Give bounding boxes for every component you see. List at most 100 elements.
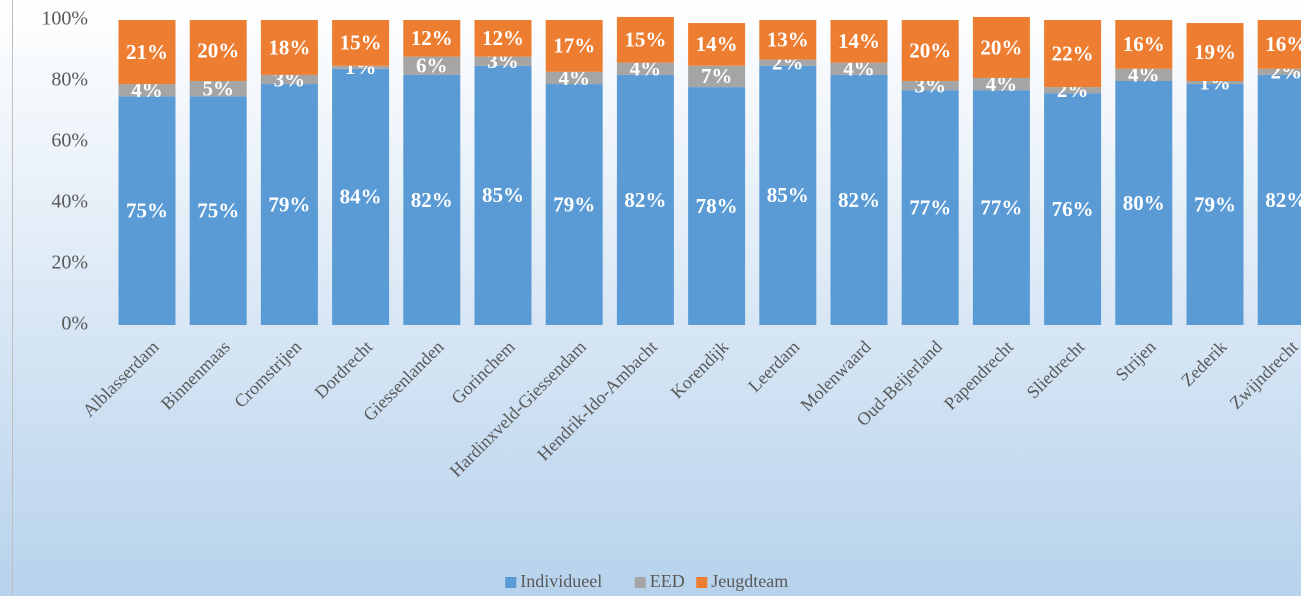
- bar-segment: [901, 90, 959, 326]
- legend-label: Individueel: [520, 571, 602, 591]
- y-tick-label: 80%: [51, 69, 88, 91]
- bar-segment: [688, 87, 746, 325]
- legend-label: Jeugdteam: [711, 571, 788, 591]
- data-label: 84%: [340, 185, 382, 209]
- bar-segment: [118, 96, 176, 325]
- bar-segment: [403, 20, 461, 57]
- data-label: 15%: [624, 28, 666, 52]
- data-label: 82%: [838, 188, 880, 212]
- data-label: 75%: [126, 198, 168, 222]
- bar-segment: [1115, 20, 1173, 69]
- data-label: 85%: [482, 183, 524, 207]
- data-label: 82%: [624, 188, 666, 212]
- bar-segment: [1186, 23, 1244, 81]
- data-label: 17%: [553, 34, 595, 58]
- data-label: 79%: [553, 192, 595, 216]
- bar-segment: [403, 74, 461, 326]
- bar-segment: [901, 20, 959, 81]
- bar-segment: [1257, 74, 1301, 326]
- bar-segment: [260, 84, 318, 325]
- legend-swatch: [505, 577, 517, 588]
- bar-segment: [759, 59, 817, 66]
- bar-segment: [616, 62, 674, 75]
- bar-segment: [1257, 20, 1301, 69]
- bar-segment: [901, 81, 959, 91]
- data-label: 20%: [197, 38, 239, 62]
- y-tick-label: 0%: [61, 313, 88, 335]
- legend-swatch: [634, 577, 646, 588]
- bar-segment: [616, 74, 674, 326]
- bar-segment: [1044, 93, 1102, 325]
- bar-segment: [474, 65, 532, 325]
- bar-segment: [474, 20, 532, 57]
- bar-segment: [1044, 87, 1102, 94]
- bar-segment: [1257, 68, 1301, 75]
- bar-segment: [332, 65, 390, 69]
- data-label: 18%: [268, 35, 310, 59]
- bar-segment: [332, 68, 390, 326]
- data-label: 12%: [482, 26, 524, 50]
- data-label: 7%: [701, 64, 733, 88]
- data-label: 76%: [1052, 197, 1094, 221]
- bar-segment: [972, 77, 1030, 91]
- bar-segment: [545, 71, 603, 85]
- data-label: 82%: [1265, 188, 1301, 212]
- data-label: 80%: [1123, 191, 1165, 215]
- bar-segment: [1115, 81, 1173, 325]
- data-label: 15%: [340, 31, 382, 55]
- y-tick-label: 40%: [51, 191, 88, 213]
- data-label: 14%: [696, 32, 738, 56]
- bar-segment: [972, 90, 1030, 326]
- data-label: 13%: [767, 28, 809, 52]
- data-label: 79%: [268, 192, 310, 216]
- bar-segment: [972, 16, 1030, 78]
- data-label: 85%: [767, 183, 809, 207]
- bar-segment: [759, 20, 817, 60]
- bar-segment: [830, 62, 888, 75]
- bar-segment: [688, 65, 746, 88]
- bar-segment: [260, 20, 318, 75]
- bar-segment: [545, 84, 603, 325]
- bar-segment: [830, 74, 888, 326]
- bar-segment: [332, 20, 390, 66]
- bar-segment: [1186, 81, 1244, 85]
- y-tick-label: 20%: [51, 252, 88, 274]
- data-label: 16%: [1123, 32, 1165, 56]
- legend-label: EED: [650, 571, 685, 591]
- bar-segment: [118, 84, 176, 97]
- bar-segment: [189, 96, 247, 325]
- data-label: 6%: [416, 54, 448, 78]
- bar-segment: [1115, 68, 1173, 81]
- bar-segment: [260, 74, 318, 85]
- legend: Individueel EED Jeugdteam: [505, 571, 788, 591]
- data-label: 20%: [909, 38, 951, 62]
- bar-segment: [616, 16, 674, 63]
- data-label: 16%: [1265, 32, 1301, 56]
- bar-segment: [1044, 20, 1102, 88]
- data-label: 21%: [126, 40, 168, 64]
- data-label: 78%: [696, 194, 738, 218]
- bar-segment: [118, 20, 176, 85]
- bar-segment: [189, 20, 247, 81]
- data-label: 75%: [197, 198, 239, 222]
- data-label: 77%: [980, 195, 1022, 219]
- bar-segment: [189, 81, 247, 97]
- bar-segment: [759, 65, 817, 325]
- legend-swatch: [696, 577, 708, 588]
- data-label: 82%: [411, 188, 453, 212]
- data-label: 77%: [909, 195, 951, 219]
- data-label: 22%: [1052, 41, 1094, 65]
- bar-segment: [1186, 84, 1244, 325]
- y-tick-label: 100%: [41, 8, 88, 30]
- bar-segment: [474, 56, 532, 66]
- y-tick-label: 60%: [51, 130, 88, 152]
- data-label: 12%: [411, 26, 453, 50]
- bar-segment: [403, 56, 461, 75]
- data-label: 79%: [1194, 192, 1236, 216]
- data-label: 19%: [1194, 40, 1236, 64]
- bar-segment: [545, 20, 603, 72]
- data-label: 20%: [980, 35, 1022, 59]
- bar-segment: [688, 23, 746, 66]
- bar-segment: [830, 20, 888, 63]
